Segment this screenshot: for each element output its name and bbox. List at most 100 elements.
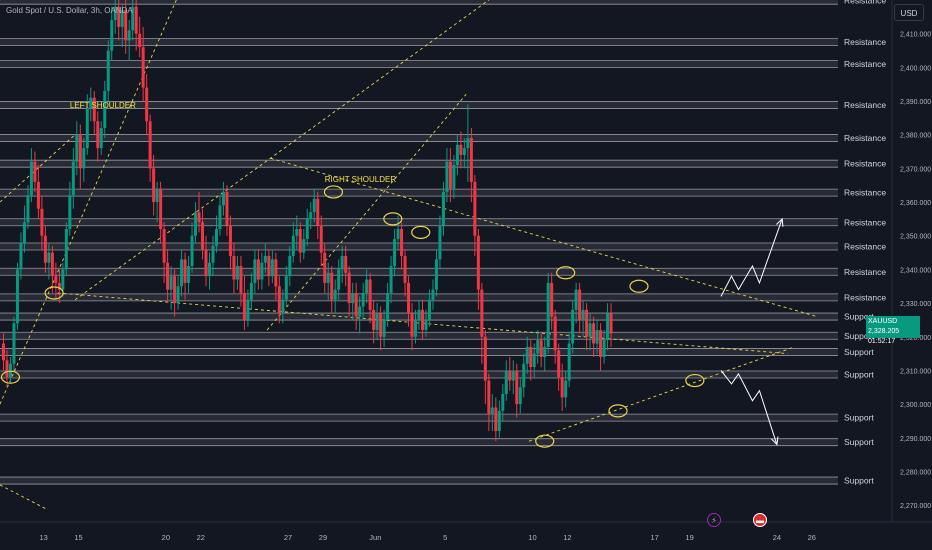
candle-body [155, 188, 159, 203]
candle [431, 279, 435, 310]
level-support-11: Support [0, 312, 874, 322]
candle [113, 0, 117, 34]
candle [441, 181, 445, 236]
candle [407, 276, 411, 327]
candle-body [312, 198, 316, 213]
candle-body [431, 289, 435, 300]
candle-body [550, 282, 554, 317]
candle-body [232, 255, 236, 280]
candle [445, 148, 449, 203]
candle [571, 299, 575, 354]
level-band [0, 243, 838, 251]
candle [564, 370, 568, 408]
candle-body [400, 229, 404, 256]
candle-body [225, 191, 229, 226]
candle-body [452, 165, 456, 189]
candle-body [361, 292, 365, 307]
candle-body [368, 279, 372, 310]
pivot-circle [608, 404, 628, 418]
candle [180, 249, 184, 297]
candle-body [197, 212, 201, 223]
level-label: Support [844, 347, 874, 357]
candle-body [606, 313, 610, 341]
price-tag-symbol: XAUUSD [868, 318, 898, 325]
candle [40, 195, 44, 250]
level-label: Support [844, 413, 874, 423]
candle [148, 114, 152, 182]
y-tick-label: 2,320.000 [900, 335, 931, 342]
candle [365, 269, 369, 304]
candle-body [592, 323, 596, 344]
candle-body [75, 134, 79, 162]
candle [131, 0, 135, 41]
pivot-circle [685, 373, 705, 388]
symbol-title: Gold Spot / U.S. Dollar, 3h, OANDA [6, 6, 133, 15]
candle-body [5, 360, 9, 378]
projection-arrowhead [771, 436, 779, 446]
candle-body [284, 276, 288, 300]
pivot-circle [411, 225, 431, 239]
candle-body [462, 148, 466, 155]
candle [85, 94, 89, 155]
candle [138, 16, 142, 58]
candle [504, 360, 508, 401]
candle-body [141, 47, 145, 88]
y-tick-label: 2,370.000 [900, 166, 931, 173]
candle-body [29, 161, 33, 196]
candle-body [208, 262, 211, 277]
candle [560, 363, 564, 411]
candle [518, 377, 522, 415]
candle [400, 222, 404, 270]
candle-body [581, 309, 585, 320]
candle [190, 222, 194, 273]
candle [295, 215, 299, 250]
trendline [0, 134, 76, 203]
candle-body [124, 10, 128, 41]
y-tick-label: 2,400.000 [900, 65, 931, 72]
lightning-icon[interactable]: ⚡ [707, 513, 721, 527]
candle-body [8, 363, 12, 378]
candle-body [476, 235, 480, 290]
candle-body [494, 407, 498, 432]
candle [550, 272, 554, 331]
candle [1, 333, 5, 371]
candle-body [169, 276, 173, 290]
x-tick-label: 27 [284, 533, 292, 542]
candle [344, 245, 348, 287]
candle [96, 111, 100, 162]
candle-body [12, 323, 16, 364]
level-band [0, 414, 838, 422]
level-support-12: Support [0, 331, 874, 341]
candle [162, 222, 166, 283]
level-label: Resistance [844, 133, 886, 143]
candle-body [183, 259, 187, 283]
candle [326, 262, 330, 300]
candle [578, 282, 582, 334]
level-resistance-8: Resistance [0, 242, 886, 252]
y-tick-label: 2,410.000 [900, 32, 931, 39]
level-support-16: Support [0, 437, 874, 447]
candle-body [249, 282, 253, 300]
currency-button[interactable]: USD [894, 4, 924, 21]
candle [134, 0, 138, 51]
candle [595, 319, 599, 354]
candle [64, 222, 68, 277]
us-flag-icon[interactable]: ▬ [753, 513, 767, 527]
projection-path [720, 218, 783, 297]
candle [483, 330, 487, 405]
level-label: Support [844, 476, 874, 486]
candle [410, 303, 414, 351]
candle-body [487, 380, 491, 415]
candle-body [427, 299, 431, 320]
candle-body [277, 286, 281, 314]
candle [511, 360, 515, 395]
candle [386, 282, 390, 327]
level-support-15: Support [0, 413, 874, 423]
candle-body [595, 330, 599, 344]
candle [473, 175, 477, 256]
candle-body [302, 239, 306, 253]
candle [232, 242, 236, 293]
candle [553, 309, 557, 364]
candle [5, 350, 9, 388]
